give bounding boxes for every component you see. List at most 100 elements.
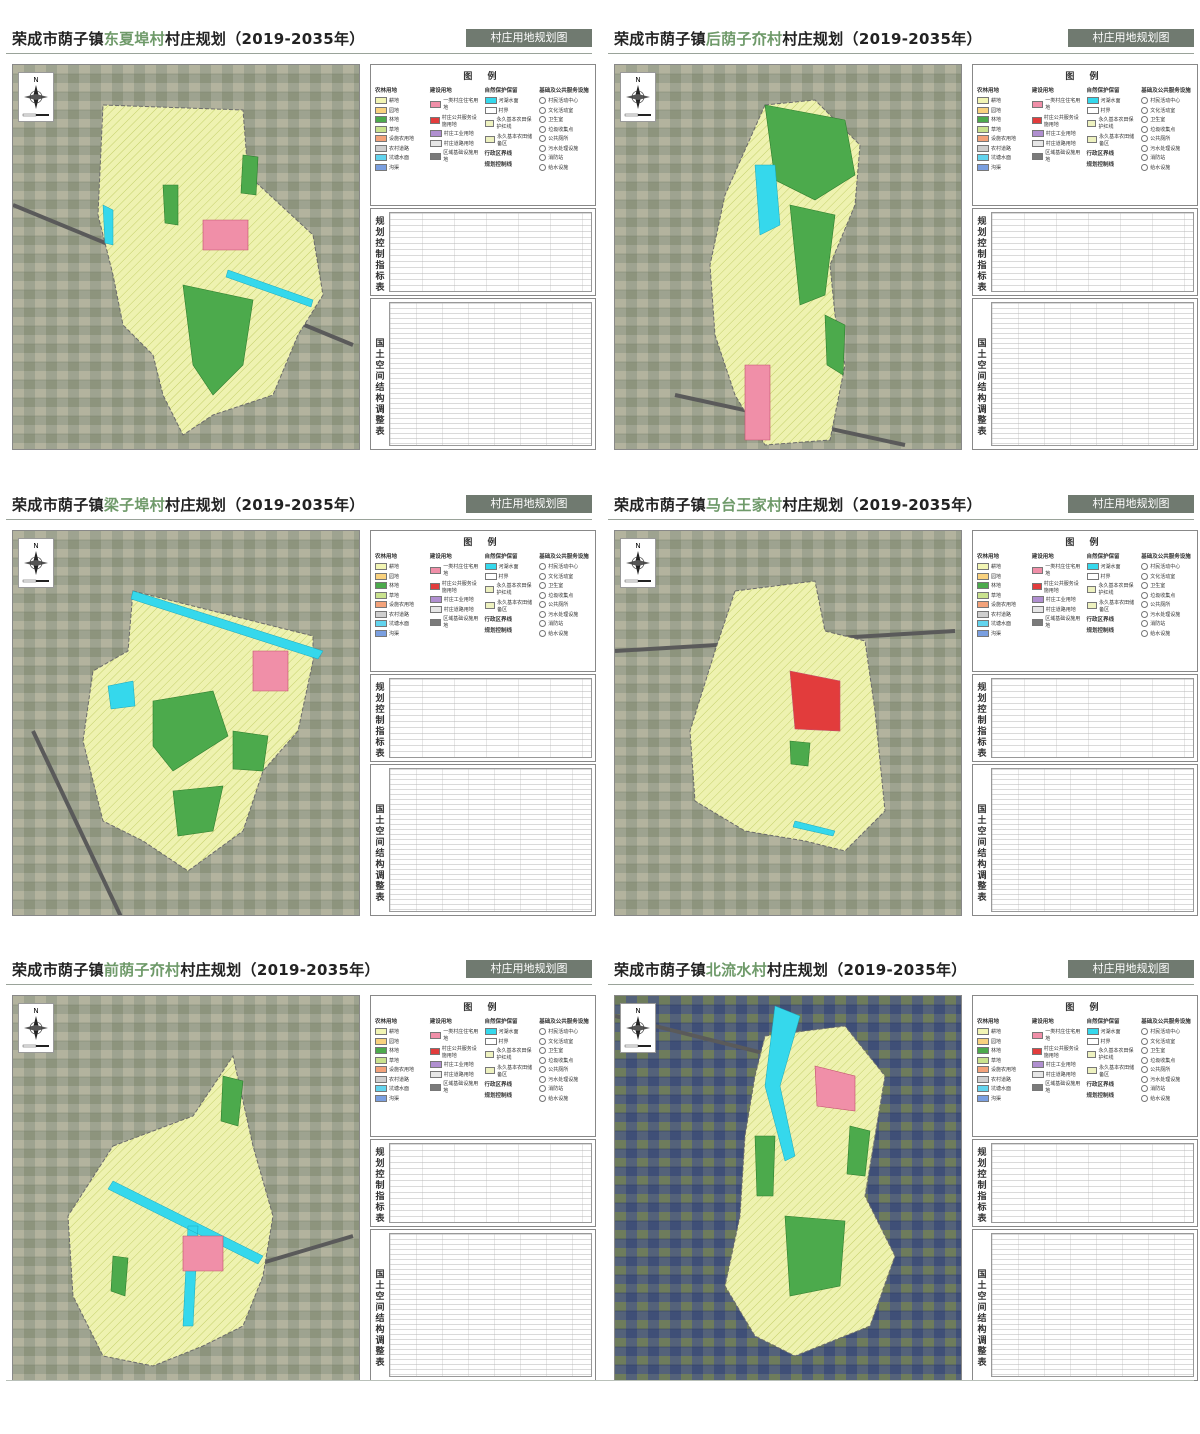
indicator-table-label: 规划控制指标表 bbox=[375, 1148, 385, 1224]
legend-item: 农村道路 bbox=[375, 610, 427, 618]
panel-title: 荣成市荫子镇北流水村村庄规划（2019-2035年） bbox=[614, 961, 967, 979]
legend-item: 农村道路 bbox=[375, 144, 427, 152]
table-grid bbox=[991, 302, 1194, 446]
legend-item: 村民活动中心 bbox=[1141, 97, 1193, 104]
legend-item: 一类村庄住宅用地 bbox=[429, 97, 482, 111]
forest-area bbox=[824, 314, 846, 376]
legend-item: 林地 bbox=[375, 1047, 427, 1054]
north-label: N bbox=[33, 76, 38, 84]
residential-area bbox=[814, 1065, 856, 1112]
forest-area bbox=[784, 1215, 846, 1297]
table-grid bbox=[389, 768, 592, 912]
legend-item: 村庄公共服务设施用地 bbox=[1031, 114, 1084, 128]
title-rule bbox=[6, 984, 592, 985]
legend-item: 设施农用地 bbox=[375, 135, 427, 142]
indicator-table-label: 规划控制指标表 bbox=[375, 217, 385, 293]
land-use-map bbox=[614, 64, 962, 450]
legend-item: 村庄道路用地 bbox=[1031, 139, 1084, 147]
structure-table: 国土空间结构调整表 bbox=[370, 298, 596, 450]
north-arrow-icon: N bbox=[620, 538, 656, 588]
plan-panel: 荣成市荫子镇东夏埠村村庄规划（2019-2035年） 村庄用地规划图 bbox=[6, 6, 596, 452]
legend-item: 河湖水面 bbox=[484, 563, 537, 570]
table-grid bbox=[389, 302, 592, 446]
legend-item: 耕地 bbox=[375, 563, 427, 570]
legend-item: 区域基础设施用地 bbox=[1031, 615, 1084, 629]
legend-box: 图 例 农林用地 耕地 园地 林地 草地 设施农用地 农村道路 坑塘水面 沟渠 建设用地 一类村庄… bbox=[972, 530, 1198, 672]
indicator-table-label: 规划控制指标表 bbox=[375, 683, 385, 759]
legend-item: 草地 bbox=[977, 1056, 1029, 1064]
legend-item: 消防站 bbox=[539, 1085, 591, 1092]
legend-col-nature: 自然保护保留 河湖水面 村界 永久基本农田保护红线 永久基本农田储备区 行政区界线 规划… bbox=[1086, 1017, 1139, 1104]
structure-table: 国土空间结构调整表 bbox=[370, 1229, 596, 1381]
legend-box: 图 例 农林用地 耕地 园地 林地 草地 设施农用地 农村道路 坑塘水面 沟渠 建设用地 一类村庄… bbox=[370, 530, 596, 672]
water-area bbox=[764, 1005, 801, 1162]
legend-item: 区域基础设施用地 bbox=[1031, 1080, 1084, 1094]
north-arrow-icon: N bbox=[18, 72, 54, 122]
forest-area bbox=[240, 154, 259, 196]
legend-item: 永久基本农田储备区 bbox=[1086, 133, 1139, 147]
legend-item: 沟渠 bbox=[977, 629, 1029, 637]
legend-col-nature: 自然保护保留 河湖水面 村界 永久基本农田保护红线 永久基本农田储备区 行政区界线 规划… bbox=[1086, 552, 1139, 639]
legend-item: 文化活动室 bbox=[1141, 572, 1193, 580]
legend-item: 村界 bbox=[1086, 106, 1139, 114]
legend-item: 永久基本农田保护红线 bbox=[484, 1047, 537, 1061]
legend-col-build: 建设用地 一类村庄住宅用地 村庄公共服务设施用地 村庄工业用地 村庄道路用地 区域基础设施… bbox=[429, 552, 482, 639]
legend-item: 农村道路 bbox=[977, 1075, 1029, 1083]
structure-table: 国土空间结构调整表 bbox=[972, 298, 1198, 450]
land-use-map bbox=[12, 995, 360, 1381]
legend-col-nature: 自然保护保留 河湖水面 村界 永久基本农田保护红线 永久基本农田储备区 行政区界线 规划… bbox=[1086, 86, 1139, 173]
legend-col-nature: 自然保护保留 河湖水面 村界 永久基本农田保护红线 永久基本农田储备区 行政区界线 规划… bbox=[484, 86, 537, 173]
legend-box: 图 例 农林用地 耕地 园地 林地 草地 设施农用地 农村道路 坑塘水面 沟渠 建设用地 一类村庄… bbox=[972, 995, 1198, 1137]
legend-item: 耕地 bbox=[977, 1028, 1029, 1035]
legend-item: 村庄公共服务设施用地 bbox=[429, 114, 482, 128]
forest-area bbox=[182, 284, 254, 396]
legend-item: 村庄公共服务设施用地 bbox=[429, 1045, 482, 1059]
village-boundary bbox=[689, 580, 886, 852]
legend-item: 设施农用地 bbox=[977, 1066, 1029, 1073]
legend-item: 公共厕所 bbox=[1141, 1066, 1193, 1073]
plan-panel: 荣成市荫子镇前荫子夼村村庄规划（2019-2035年） 村庄用地规划图 bbox=[6, 937, 596, 1383]
legend-item: 公共厕所 bbox=[539, 135, 591, 142]
legend-item: 一类村庄住宅用地 bbox=[1031, 563, 1084, 577]
legend-item: 村界 bbox=[1086, 572, 1139, 580]
legend-item: 草地 bbox=[375, 1056, 427, 1064]
table-grid bbox=[389, 1233, 592, 1377]
legend-col-agri: 农林用地 耕地 园地 林地 草地 设施农用地 农村道路 坑塘水面 沟渠 bbox=[977, 552, 1029, 639]
legend-col-build: 建设用地 一类村庄住宅用地 村庄公共服务设施用地 村庄工业用地 村庄道路用地 区域基础设施… bbox=[429, 1017, 482, 1104]
legend-item: 污水处理设施 bbox=[539, 610, 591, 618]
indicator-table: 规划控制指标表 bbox=[972, 674, 1198, 762]
legend-item: 沟渠 bbox=[375, 163, 427, 171]
legend-item: 区域基础设施用地 bbox=[429, 149, 482, 163]
legend-item: 一类村庄住宅用地 bbox=[1031, 1028, 1084, 1042]
legend-item: 文化活动室 bbox=[1141, 1037, 1193, 1045]
legend-item: 污水处理设施 bbox=[1141, 610, 1193, 618]
legend-item: 卫生室 bbox=[539, 1047, 591, 1054]
legend-item: 林地 bbox=[977, 582, 1029, 589]
legend-item: 永久基本农田储备区 bbox=[1086, 1064, 1139, 1078]
legend-item: 文化活动室 bbox=[539, 1037, 591, 1045]
legend-item: 村民活动中心 bbox=[1141, 1028, 1193, 1035]
residential-area bbox=[789, 670, 841, 732]
legend-item: 园地 bbox=[375, 106, 427, 114]
legend-item: 垃圾收集点 bbox=[539, 1056, 591, 1064]
legend-item: 坑塘水面 bbox=[375, 620, 427, 627]
legend-item: 草地 bbox=[977, 591, 1029, 599]
plan-panel: 荣成市荫子镇后荫子夼村村庄规划（2019-2035年） 村庄用地规划图 bbox=[608, 6, 1198, 452]
map-type-badge: 村庄用地规划图 bbox=[466, 960, 592, 978]
legend-title: 图 例 bbox=[463, 538, 503, 548]
legend-item: 村民活动中心 bbox=[1141, 563, 1193, 570]
forest-area bbox=[789, 204, 836, 306]
legend-item: 河湖水面 bbox=[1086, 563, 1139, 570]
indicator-table: 规划控制指标表 bbox=[370, 208, 596, 296]
legend-item: 卫生室 bbox=[539, 116, 591, 123]
structure-table-label: 国土空间结构调整表 bbox=[977, 805, 987, 903]
legend-item: 卫生室 bbox=[539, 582, 591, 589]
legend-col-agri: 农林用地 耕地 园地 林地 草地 设施农用地 农村道路 坑塘水面 沟渠 bbox=[375, 1017, 427, 1104]
legend-item: 村庄公共服务设施用地 bbox=[1031, 1045, 1084, 1059]
title-rule bbox=[608, 984, 1194, 985]
plan-panel: 荣成市荫子镇马台王家村村庄规划（2019-2035年） 村庄用地规划图 bbox=[608, 472, 1198, 918]
land-use-map bbox=[614, 995, 962, 1381]
legend-item: 村庄公共服务设施用地 bbox=[429, 580, 482, 594]
legend-item: 草地 bbox=[375, 591, 427, 599]
legend-item: 垃圾收集点 bbox=[1141, 125, 1193, 133]
